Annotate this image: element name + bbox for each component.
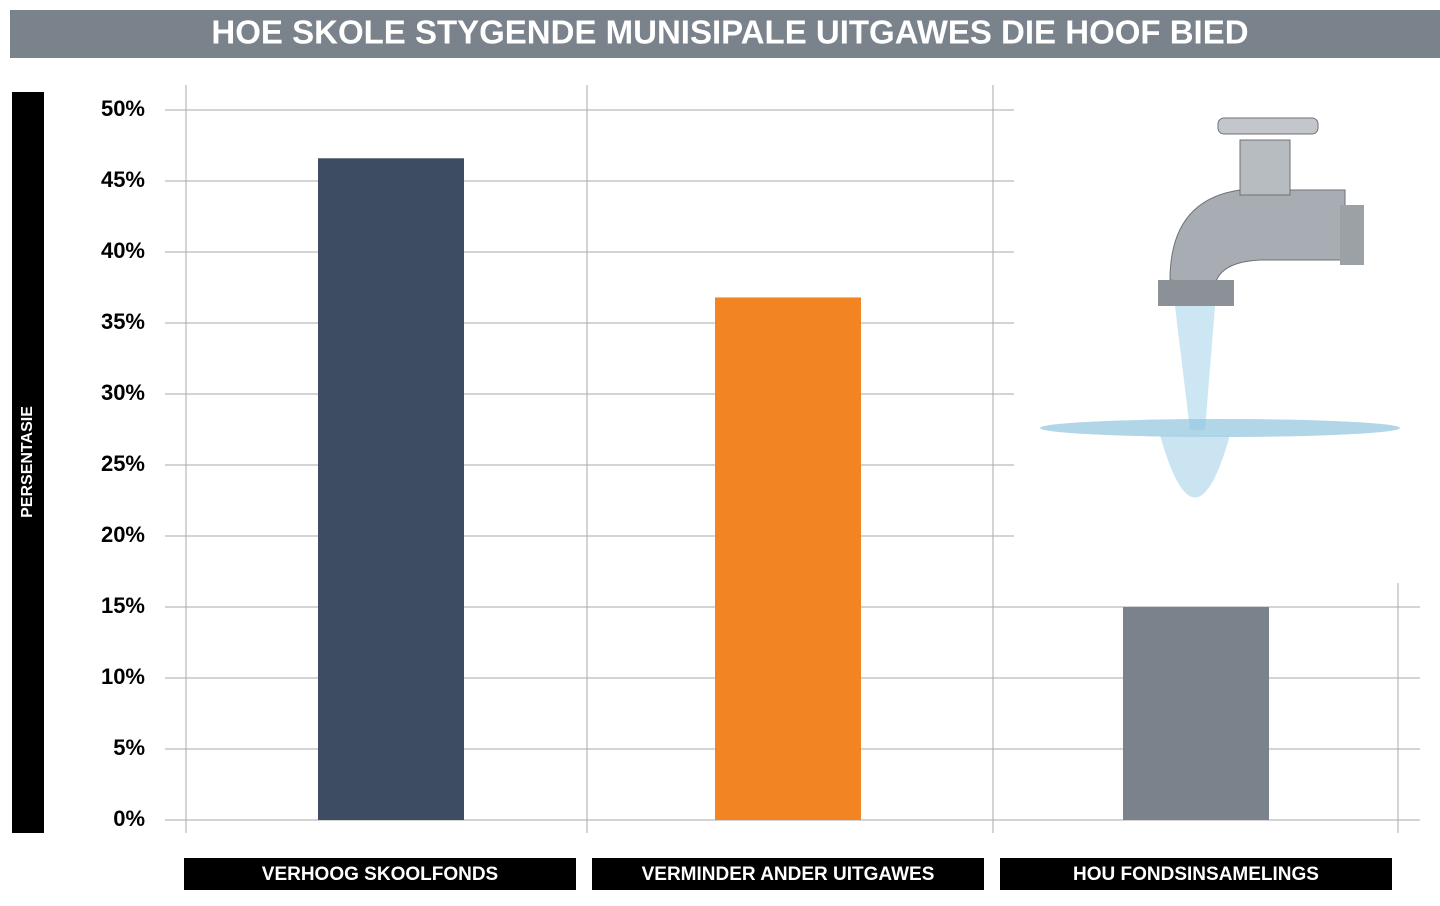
y-tick-label: 35%: [101, 309, 145, 334]
chart: HOE SKOLE STYGENDE MUNISIPALE UITGAWES D…: [0, 0, 1440, 901]
y-tick-label: 15%: [101, 593, 145, 618]
y-tick-label: 0%: [113, 806, 145, 831]
bar: [1123, 607, 1269, 820]
faucet-illustration: [1014, 80, 1434, 583]
chart-title: HOE SKOLE STYGENDE MUNISIPALE UITGAWES D…: [211, 14, 1248, 51]
x-tick-label: HOU FONDSINSAMELINGS: [1073, 864, 1319, 885]
faucet-handle: [1218, 118, 1318, 134]
bar: [318, 158, 464, 820]
wall-mount: [1340, 205, 1364, 265]
y-tick-label: 25%: [101, 451, 145, 476]
water-surface: [1040, 419, 1400, 437]
y-tick-label: 5%: [113, 735, 145, 760]
y-tick-label: 50%: [101, 96, 145, 121]
faucet-nozzle: [1158, 280, 1234, 306]
x-tick-label: VERMINDER ANDER UITGAWES: [642, 864, 935, 885]
y-tick-label: 30%: [101, 380, 145, 405]
faucet-stem: [1240, 140, 1290, 195]
y-tick-label: 45%: [101, 167, 145, 192]
y-tick-label: 40%: [101, 238, 145, 263]
image-background: [1014, 80, 1434, 583]
x-tick-label: VERHOOG SKOOLFONDS: [262, 864, 498, 885]
bar: [715, 297, 861, 820]
y-tick-label: 20%: [101, 522, 145, 547]
page: {"chart_data": {"type": "bar", "title": …: [0, 0, 1440, 906]
y-axis-label: PERSENTASIE: [19, 406, 36, 518]
y-tick-label: 10%: [101, 664, 145, 689]
